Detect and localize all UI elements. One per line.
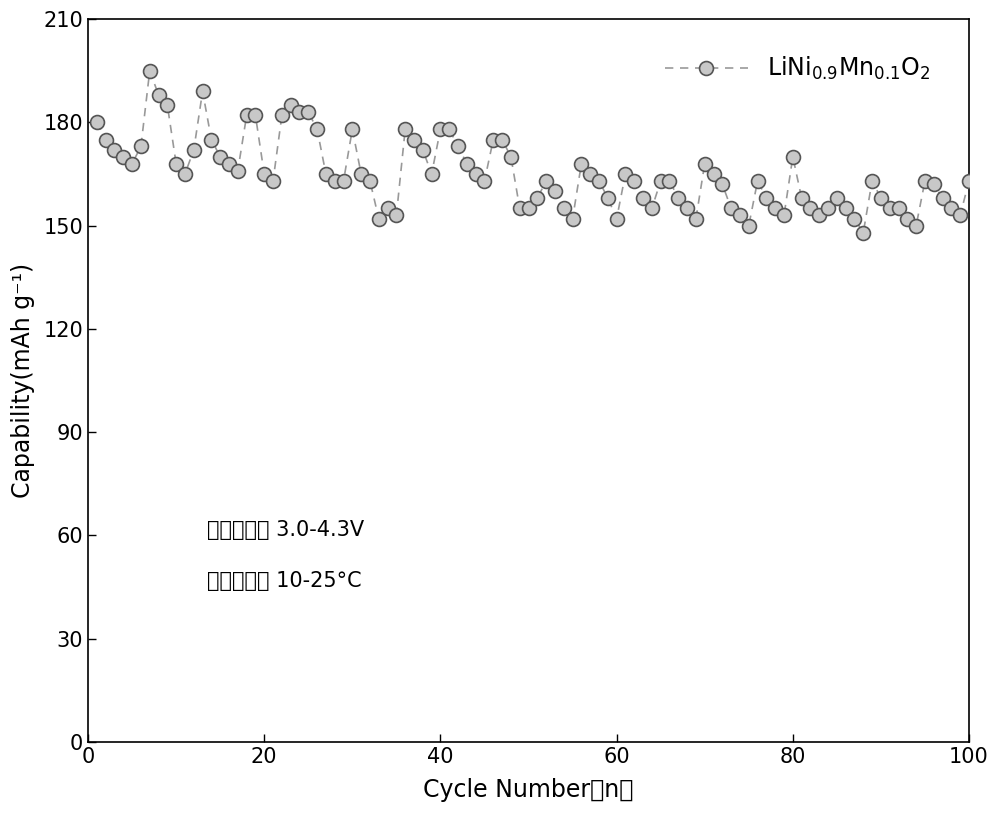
LiNi$_{0.9}$Mn$_{0.1}$O$_2$: [910, 221, 922, 231]
LiNi$_{0.9}$Mn$_{0.1}$O$_2$: [619, 169, 631, 179]
Text: 测试电压： 3.0-4.3V: 测试电压： 3.0-4.3V: [207, 520, 364, 540]
Line: LiNi$_{0.9}$Mn$_{0.1}$O$_2$: LiNi$_{0.9}$Mn$_{0.1}$O$_2$: [90, 63, 976, 240]
Text: 测试温度： 10-25°C: 测试温度： 10-25°C: [207, 571, 362, 590]
LiNi$_{0.9}$Mn$_{0.1}$O$_2$: [857, 228, 869, 237]
LiNi$_{0.9}$Mn$_{0.1}$O$_2$: [549, 186, 561, 196]
Y-axis label: Capability(mAh g⁻¹): Capability(mAh g⁻¹): [11, 263, 35, 498]
LiNi$_{0.9}$Mn$_{0.1}$O$_2$: [267, 176, 279, 185]
LiNi$_{0.9}$Mn$_{0.1}$O$_2$: [302, 107, 314, 117]
X-axis label: Cycle Number（n）: Cycle Number（n）: [423, 778, 634, 802]
LiNi$_{0.9}$Mn$_{0.1}$O$_2$: [937, 193, 949, 203]
LiNi$_{0.9}$Mn$_{0.1}$O$_2$: [91, 118, 103, 128]
LiNi$_{0.9}$Mn$_{0.1}$O$_2$: [144, 66, 156, 76]
Legend: LiNi$_{0.9}$Mn$_{0.1}$O$_2$: LiNi$_{0.9}$Mn$_{0.1}$O$_2$: [656, 46, 940, 91]
LiNi$_{0.9}$Mn$_{0.1}$O$_2$: [963, 176, 975, 185]
